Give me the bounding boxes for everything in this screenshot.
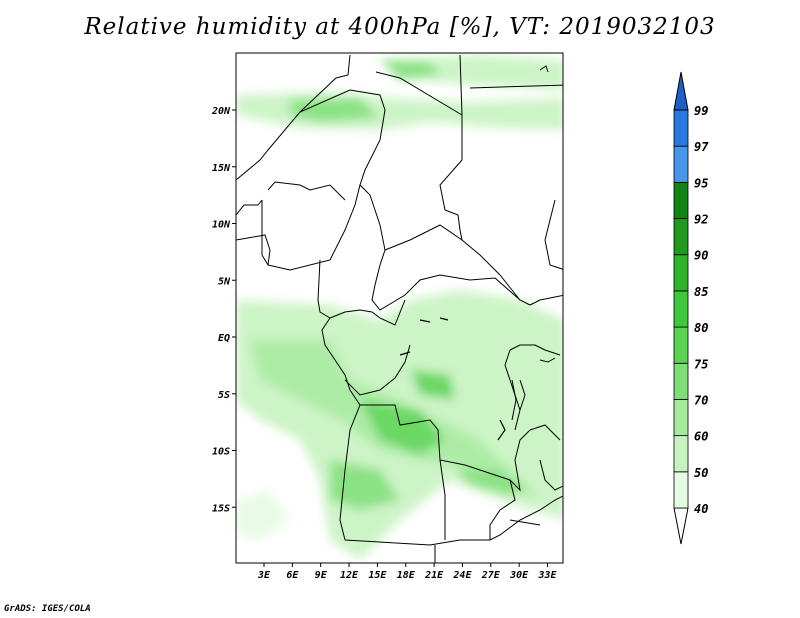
lon-tick-label: 18E <box>397 570 416 581</box>
lat-tick-label: 5S <box>218 390 230 401</box>
lat-tick-label: 10N <box>212 220 231 231</box>
lon-tick-label: 33E <box>537 570 557 581</box>
colorbar: 40 50 60 70 75 80 85 90 92 95 97 99 <box>673 71 709 545</box>
humidity-shading <box>236 55 563 560</box>
colorbar-label: 40 <box>694 502 708 516</box>
colorbar-upper-arrow <box>673 71 689 111</box>
lon-tick-label: 30E <box>509 570 529 581</box>
lon-tick-label: 12E <box>340 570 359 581</box>
colorbar-label: 97 <box>694 140 709 154</box>
colorbar-lower-arrow <box>673 507 689 545</box>
lon-tick-label: 21E <box>424 570 444 581</box>
lon-tick-label: 6E <box>286 570 299 581</box>
lat-tick-label: 10S <box>212 447 230 458</box>
latitude-axis: 20N 15N 10N 5N EQ 5S 10S 15S <box>211 106 236 514</box>
colorbar-swatch <box>673 181 689 219</box>
lat-tick-label: EQ <box>218 333 230 344</box>
colorbar-label: 85 <box>694 285 708 299</box>
colorbar-label: 95 <box>694 176 708 190</box>
colorbar-swatch <box>673 362 689 400</box>
colorbar-swatch <box>673 435 689 473</box>
colorbar-swatch <box>673 145 689 183</box>
colorbar-label: 99 <box>694 104 708 118</box>
map-frame <box>235 52 564 564</box>
colorbar-swatch <box>673 471 689 509</box>
colorbar-swatch <box>673 399 689 437</box>
colorbar-label: 75 <box>694 357 708 371</box>
colorbar-swatch <box>673 290 689 328</box>
colorbar-swatch <box>673 326 689 364</box>
lon-tick-label: 24E <box>452 570 472 581</box>
colorbar-swatch <box>673 109 689 147</box>
grads-credit: GrADS: IGES/COLA <box>4 604 91 614</box>
lon-tick-label: 9E <box>315 570 328 581</box>
country-borders <box>236 54 563 563</box>
colorbar-label: 50 <box>694 466 708 480</box>
colorbar-label: 90 <box>694 249 708 263</box>
lat-tick-label: 15N <box>212 163 231 174</box>
lon-tick-label: 27E <box>481 570 501 581</box>
colorbar-label: 70 <box>694 393 708 407</box>
chart-title: Relative humidity at 400hPa [%], VT: 201… <box>84 14 716 40</box>
lat-tick-label: 20N <box>211 106 231 117</box>
lat-tick-label: 15S <box>212 503 230 514</box>
lon-tick-label: 3E <box>257 570 271 581</box>
longitude-axis: 3E 6E 9E 12E 15E 18E 21E 24E 27E 30E 33E <box>257 563 558 581</box>
lat-tick-label: 5N <box>218 276 231 287</box>
colorbar-label: 92 <box>694 213 708 227</box>
lon-tick-label: 15E <box>368 570 387 581</box>
colorbar-label: 80 <box>694 321 708 335</box>
colorbar-swatch <box>673 218 689 256</box>
colorbar-swatch <box>673 254 689 292</box>
colorbar-label: 60 <box>694 430 708 444</box>
